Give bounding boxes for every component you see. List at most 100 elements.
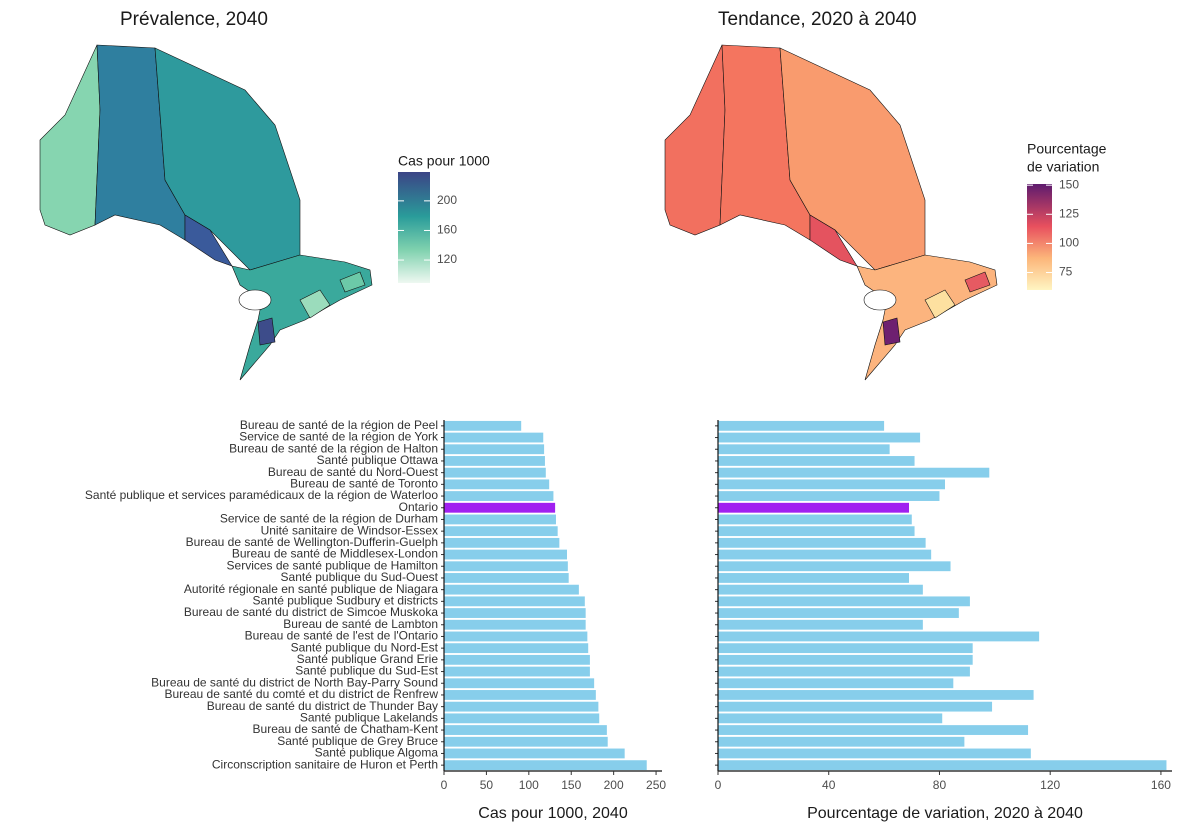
bar (444, 491, 554, 501)
y-tick-label: Ontario (399, 500, 439, 514)
bar (718, 736, 965, 747)
y-tick-label: Bureau de santé de Lambton (283, 617, 438, 631)
bar (444, 760, 647, 771)
y-tick-label: Bureau de santé de la région de Peel (240, 418, 438, 432)
y-tick-label: Santé publique Algoma (315, 746, 439, 760)
bar (444, 432, 544, 443)
bar (444, 748, 625, 759)
y-tick-label: Santé publique du Sud-Est (295, 664, 438, 678)
bar (718, 444, 890, 455)
legend-tick-label: 160 (437, 223, 457, 237)
bar (718, 631, 1040, 642)
bar (444, 479, 550, 490)
y-tick-label: Santé publique du Nord-Est (291, 640, 439, 654)
legend-title: Pourcentage (1027, 141, 1107, 157)
bar (444, 537, 560, 548)
y-tick-label: Bureau de santé de la région de Halton (229, 441, 438, 455)
y-tick-label: Circonscription sanitaire de Huron et Pe… (212, 757, 438, 771)
map-region (664, 44, 726, 236)
bar (718, 561, 951, 572)
bar (444, 713, 600, 724)
y-tick-label: Santé publique Grand Erie (297, 652, 439, 666)
bar (718, 479, 945, 490)
bar (444, 666, 590, 677)
y-tick-label: Bureau de santé de Toronto (290, 477, 438, 491)
bar (718, 596, 970, 607)
y-tick-label: Service de santé de la région de Durham (220, 512, 438, 526)
bar (444, 502, 556, 513)
bar (444, 596, 585, 607)
bar (718, 584, 923, 595)
legend-title: de variation (1027, 159, 1099, 175)
bar (718, 526, 915, 537)
x-tick-label: 80 (933, 778, 947, 792)
bar (444, 573, 569, 583)
bar (718, 491, 940, 501)
bar (444, 526, 558, 537)
bar (718, 573, 910, 583)
legend-title: Cas pour 1000 (398, 153, 490, 169)
bar (718, 537, 926, 548)
y-tick-label: Bureau de santé de l'est de l'Ontario (245, 629, 439, 643)
colorbar (398, 172, 430, 283)
y-tick-label: Bureau de santé du district de Thunder B… (207, 699, 438, 713)
x-axis-title: Cas pour 1000, 2040 (478, 805, 628, 822)
y-tick-label: Santé publique Lakelands (300, 711, 438, 725)
map-region (184, 214, 233, 267)
y-tick-label: Service de santé de la région de York (239, 430, 439, 444)
y-tick-label: Unité sanitaire de Windsor-Essex (261, 523, 438, 537)
legend-tick-label: 200 (437, 193, 457, 207)
bar (444, 631, 588, 642)
bar (444, 725, 607, 735)
bar (444, 549, 567, 560)
y-tick-label: Autorité régionale en santé publique de … (184, 582, 439, 596)
bar (718, 643, 973, 654)
bar (718, 760, 1167, 771)
map-region (39, 44, 101, 236)
bar (444, 456, 545, 466)
bar (444, 444, 545, 455)
bar (444, 736, 608, 747)
y-tick-label: Santé publique Sudbury et districts (253, 594, 438, 608)
map-region (339, 271, 366, 293)
y-tick-label: Services de santé publique de Hamilton (227, 558, 438, 572)
lake (238, 289, 272, 311)
y-tick-label: Santé publique du Sud-Ouest (281, 570, 439, 584)
bar (718, 467, 990, 478)
bar (444, 654, 590, 665)
bar (718, 713, 943, 724)
bar (718, 608, 959, 618)
map-region (809, 214, 858, 267)
bar (444, 619, 586, 630)
map-title: Tendance, 2020 à 2040 (718, 9, 917, 30)
x-tick-label: 150 (561, 778, 581, 792)
bar (718, 654, 973, 665)
y-tick-label: Santé publique de Grey Bruce (277, 734, 438, 748)
bar (444, 514, 556, 525)
bar (718, 748, 1031, 759)
bar (718, 666, 970, 677)
y-tick-label: Bureau de santé du district de North Bay… (151, 675, 438, 689)
y-tick-label: Santé publique Ottawa (317, 453, 439, 467)
bar (718, 514, 912, 525)
x-tick-label: 100 (519, 778, 539, 792)
map-region (856, 254, 998, 381)
y-tick-label: Bureau de santé de Chatham-Kent (253, 722, 439, 736)
bar (444, 584, 579, 595)
bar (444, 643, 589, 654)
y-tick-label: Santé publique et services paramédicaux … (85, 488, 438, 502)
bar (444, 608, 586, 618)
bar (718, 549, 932, 560)
bar (718, 725, 1029, 735)
bar (444, 701, 599, 712)
bar (718, 432, 921, 443)
map-region (231, 254, 373, 381)
bar (718, 619, 923, 630)
legend-tick-label: 120 (437, 252, 457, 266)
bar (444, 561, 568, 572)
y-tick-label: Bureau de santé du Nord-Ouest (268, 465, 439, 479)
bar (718, 701, 993, 712)
map-region (299, 289, 331, 319)
x-tick-label: 40 (822, 778, 836, 792)
